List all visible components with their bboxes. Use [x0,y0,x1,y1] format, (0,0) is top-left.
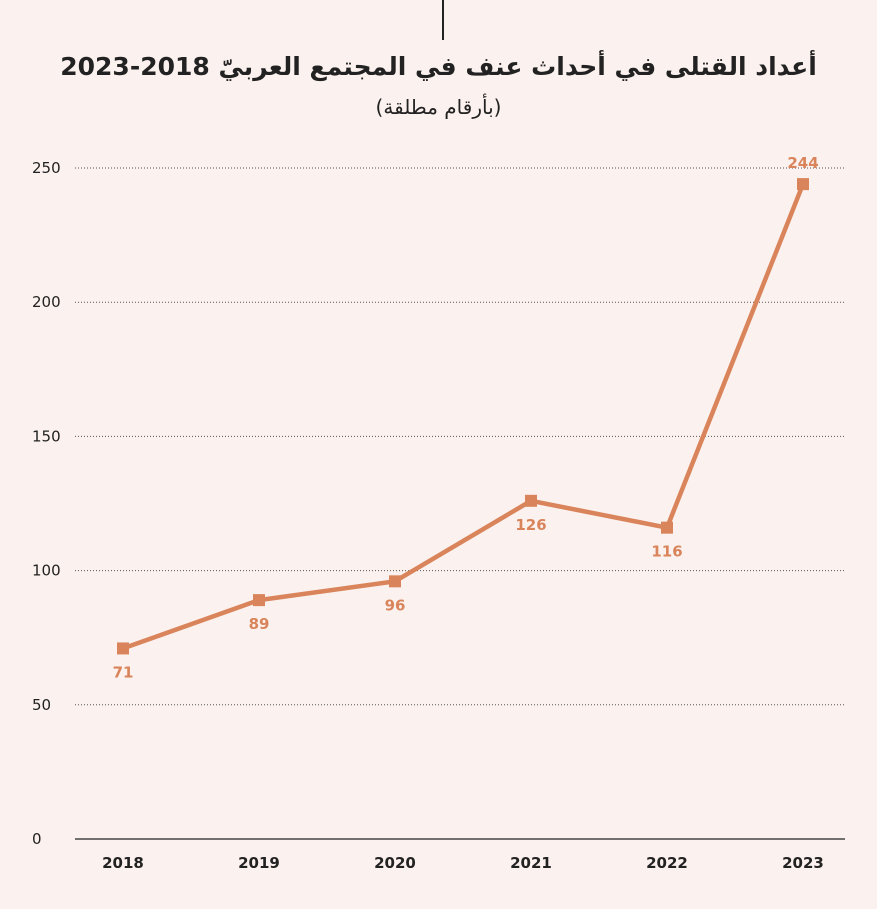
y-tick-label: 200 [32,293,61,311]
gridlines [75,167,845,706]
y-tick-label: 100 [32,562,61,580]
data-point-marker [117,642,129,655]
top-divider [442,0,444,40]
data-point-marker [389,575,401,588]
y-tick-label: 150 [32,427,61,445]
data-label: 96 [385,596,406,614]
chart-subtitle: (بأرقام مطلقة) [375,95,502,119]
x-tick-label: 2023 [782,854,824,872]
x-tick-label: 2019 [238,854,280,872]
y-tick-label: 250 [32,159,61,177]
x-tick-label: 2021 [510,854,552,872]
x-tick-label: 2022 [646,854,688,872]
x-tick-label: 2018 [102,854,144,872]
data-label: 244 [787,154,818,172]
y-axis-ticks: 0 50 100 150 200 250 [32,159,61,848]
data-point-marker [661,521,673,534]
chart-title: أعداد القتلى في أحداث عنف في المجتمع الع… [60,52,817,81]
series-line [122,183,806,651]
x-axis-ticks: 2018 2019 2020 2021 2022 2023 [102,854,824,872]
data-label: 71 [113,663,134,681]
data-labels: 71 89 96 126 116 244 [113,154,819,681]
data-point-marker [525,494,537,507]
data-label: 126 [515,516,546,534]
x-tick-label: 2020 [374,854,416,872]
y-tick-label: 0 [32,830,42,848]
data-point-marker [797,178,809,191]
y-tick-label: 50 [32,696,51,714]
data-label: 116 [651,543,682,561]
data-point-marker [253,594,265,607]
data-label: 89 [249,615,270,633]
data-markers [117,178,809,655]
